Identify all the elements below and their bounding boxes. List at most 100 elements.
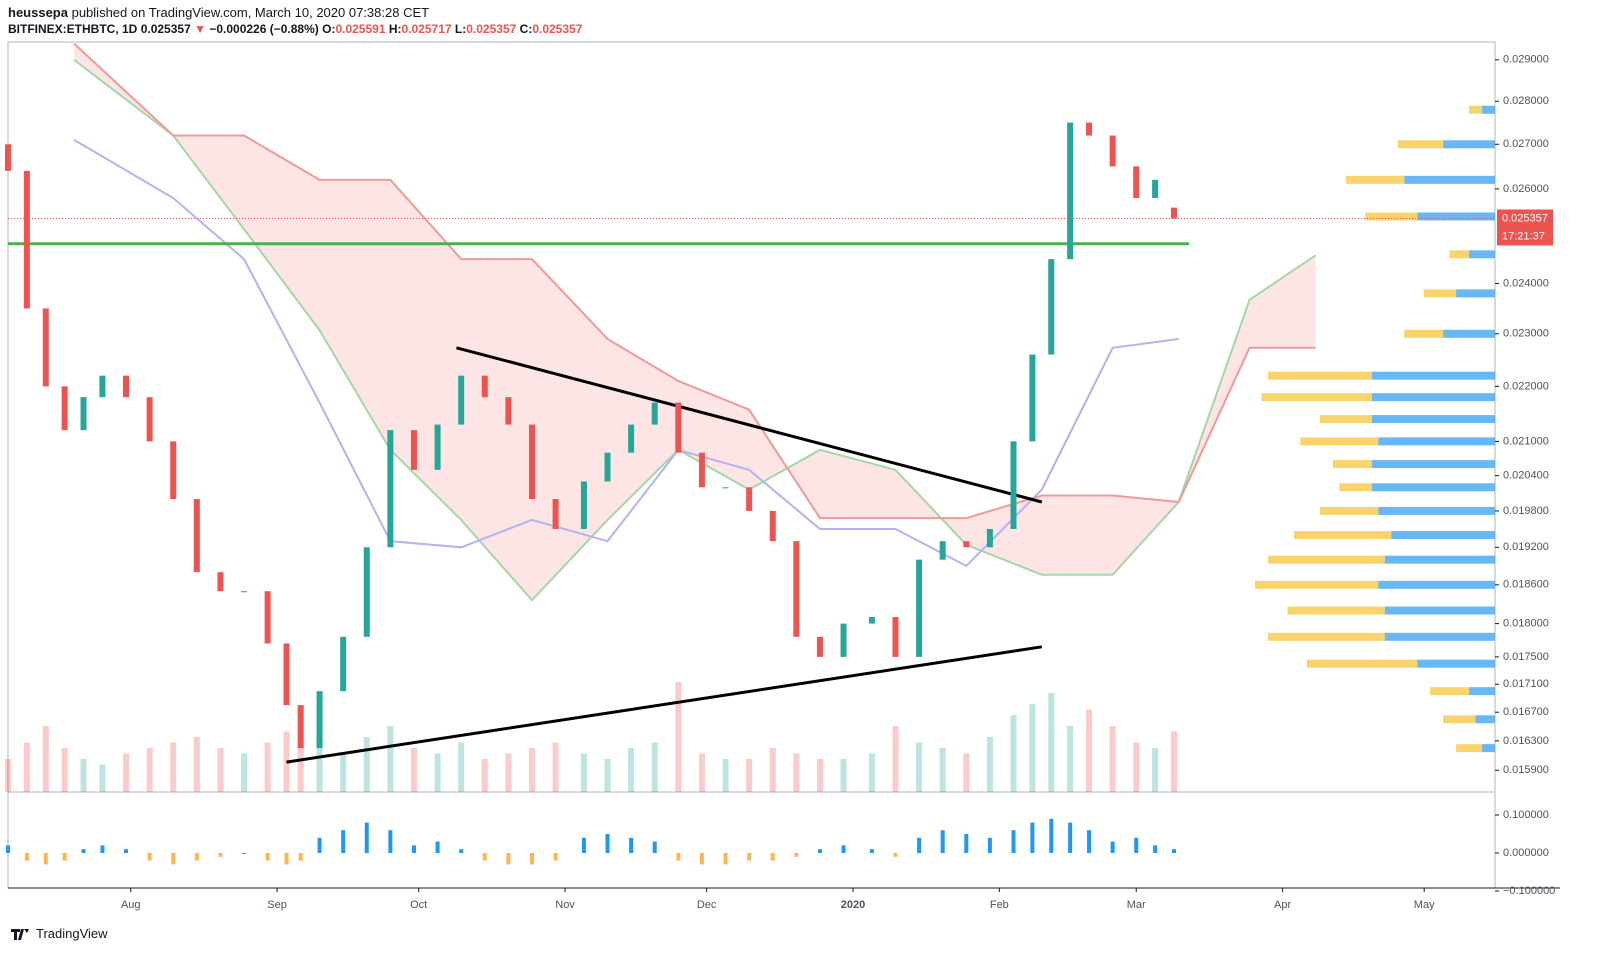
osc-bar [893,852,898,857]
y-tick-label: 0.027000 [1503,138,1549,150]
candle-body [628,424,635,453]
osc-bar [482,852,487,861]
candle-body [387,430,394,548]
volume-bar [316,742,323,792]
osc-bar [917,837,922,853]
volume-bar [963,753,970,792]
volume-bar [241,753,248,792]
osc-bar [676,852,681,861]
osc-bar [1030,822,1035,853]
volume-bar [1067,726,1074,792]
chart: 0.029000 0.028000 0.027000 0.026000 0.024000… [5,41,1560,911]
x-tick-label: Apr [1274,899,1291,911]
profile-up [1371,393,1495,402]
y2-tick-label: 0.000000 [1503,847,1549,859]
y-tick-label: 0.016300 [1503,735,1549,747]
candle-body [580,481,587,529]
y-tick-label: 0.020400 [1503,470,1549,482]
volume-bar [1010,715,1017,792]
publish-info: published on TradingView.com, March 10, … [67,5,430,20]
author[interactable]: heussepa [8,5,68,20]
profile-down [1365,212,1418,221]
osc-bar [581,837,586,853]
candle-body [42,308,49,387]
osc-bar [794,852,799,857]
y-tick-label: 0.023000 [1503,328,1549,340]
profile-up [1469,250,1495,259]
osc-bar [62,852,67,861]
candle-body [23,170,30,309]
osc-bar [265,852,270,861]
y-tick-label: 0.024000 [1503,277,1549,289]
profile-down [1449,250,1470,259]
profile-up [1371,483,1495,492]
profile-up [1443,329,1495,338]
profile-up [1482,744,1495,753]
volume-bar [42,726,49,792]
osc-bar [24,852,29,861]
candle-body [1048,259,1055,355]
y-tick-label: 0.029000 [1503,54,1549,66]
candle-body [868,617,875,624]
profile-down [1319,415,1372,424]
baseline-line [73,139,1179,568]
osc-bar [194,852,199,861]
profile-down [1287,606,1385,615]
candle-body [528,424,535,500]
volume-bar [217,748,224,792]
profile-up [1469,687,1495,696]
y-tick-label: 0.022000 [1503,380,1549,392]
osc-bar [1068,822,1073,853]
profile-up [1378,506,1495,515]
candle-body [986,528,993,548]
y-tick-label: 0.028000 [1503,95,1549,107]
osc-bar [1134,837,1139,853]
trendline [286,645,1043,764]
candle-body [1067,122,1074,260]
profile-down [1267,371,1372,380]
osc-bar [1011,830,1016,853]
profile-up [1482,105,1495,114]
candle-body [552,499,559,529]
candle-body [722,487,729,489]
profile-up [1371,460,1495,469]
span-a-line [73,59,1317,602]
profile-down [1306,659,1418,668]
osc-bar [81,849,86,853]
osc-bar [1049,818,1054,853]
volume-bar [892,726,899,792]
candle-body [241,591,248,593]
volume-bar [387,726,394,792]
candle-body [698,452,705,488]
profile-up [1378,437,1495,446]
profile-up [1384,555,1495,564]
x-tick-label: Aug [121,899,141,911]
profile-up [1371,371,1495,380]
y2-tick-label: 0.100000 [1503,809,1549,821]
logo [11,928,29,940]
y-tick-label: 0.017100 [1503,678,1549,690]
y-tick-label: 0.017500 [1503,651,1549,663]
profile-up [1384,606,1495,615]
candle-body [892,617,899,657]
footer: TradingView [10,926,108,941]
profile-down [1267,555,1385,564]
profile-down [1469,105,1483,114]
volume-bar [146,748,153,792]
volume-bar [628,748,635,792]
profile-up [1443,140,1495,149]
volume-bar [23,742,30,792]
y-tick-label: 0.026000 [1503,183,1549,195]
osc-bar [529,852,534,865]
profile-down [1430,687,1470,696]
osc-bar [1110,841,1115,853]
volume-bar [363,737,370,792]
candle-body [746,487,753,511]
volume-bar [604,759,611,792]
volume-bar [793,753,800,792]
x-tick-label: Feb [990,899,1009,911]
volume-bar [80,759,87,792]
volume-bar [769,748,776,792]
profile-down [1339,483,1372,492]
candle-body [1086,122,1093,136]
